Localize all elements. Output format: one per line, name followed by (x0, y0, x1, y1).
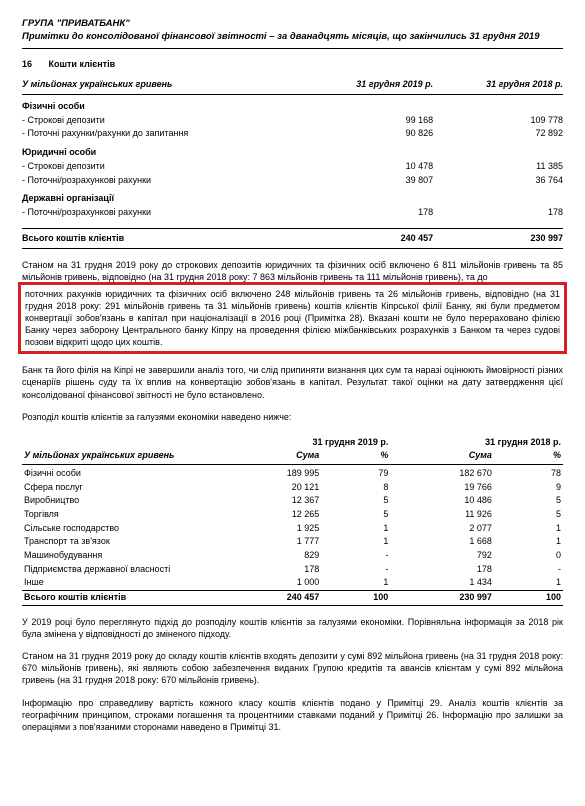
para-5: Станом на 31 грудня 2019 року до складу … (22, 650, 563, 686)
table-row: Фізичні особи189 99579182 67078 (22, 465, 563, 481)
table-row: Сфера послуг20 121819 7669 (22, 481, 563, 495)
doc-header-subtitle: Примітки до консолідованої фінансової зв… (22, 31, 563, 48)
t2-sum2: Сума (390, 449, 494, 464)
t1-g1: Фізичні особи (22, 95, 303, 114)
para-1a: Станом на 31 грудня 2019 року до строков… (22, 259, 563, 283)
para-4: У 2019 році було переглянуто підхід до р… (22, 616, 563, 640)
t1-g3: Державні організації (22, 187, 303, 206)
t2-pct2: % (494, 449, 563, 464)
t1-unit: У мільйонах українських гривень (22, 76, 303, 94)
table-row: Сільське господарство1 92512 0771 (22, 522, 563, 536)
para-2: Банк та його філія на Кіпрі не завершили… (22, 364, 563, 400)
table-row: Транспорт та зв'язок1 77711 6681 (22, 535, 563, 549)
table-row: Підприємства державної власності178-178- (22, 563, 563, 577)
table-row: - Поточні/розрахункові рахунки 39 807 36… (22, 174, 563, 188)
para-3: Розподіл коштів клієнтів за галузями еко… (22, 411, 563, 423)
section-title: Кошти клієнтів (49, 59, 116, 69)
highlight-box: поточних рахунків юридичних та фізичних … (18, 282, 567, 355)
doc-header-group: ГРУПА "ПРИВАТБАНК" (22, 18, 563, 30)
table-row: - Строкові депозити 10 478 11 385 (22, 160, 563, 174)
t2-h-2019: 31 грудня 2019 р. (218, 433, 391, 450)
table-row: - Строкові депозити 99 168 109 778 (22, 114, 563, 128)
t1-g2: Юридичні особи (22, 141, 303, 160)
table-row: Виробництво12 367510 4865 (22, 494, 563, 508)
section-heading: 16 Кошти клієнтів (22, 59, 563, 71)
t1-col-2019: 31 грудня 2019 р. (303, 76, 433, 94)
section-number: 16 (22, 59, 46, 71)
table-row: Машинобудування829-7920 (22, 549, 563, 563)
table-row: - Поточні рахунки/рахунки до запитання 9… (22, 127, 563, 141)
t2-pct1: % (321, 449, 390, 464)
t1-col-2018: 31 грудня 2018 р. (433, 76, 563, 94)
table-row: Інше1 00011 4341 (22, 576, 563, 590)
table-row: - Поточні/розрахункові рахунки 178 178 (22, 206, 563, 220)
t2-sum1: Сума (218, 449, 322, 464)
t2-unit: У мільйонах українських гривень (22, 449, 218, 464)
t2-h-2018: 31 грудня 2018 р. (390, 433, 563, 450)
t2-total: Всього коштів клієнтів 240 457 100 230 9… (22, 591, 563, 606)
t1-total: Всього коштів клієнтів 240 457 230 997 (22, 228, 563, 249)
table-row: Торгівля12 265511 9265 (22, 508, 563, 522)
table-client-funds: У мільйонах українських гривень 31 грудн… (22, 76, 563, 249)
table-by-industry: 31 грудня 2019 р. 31 грудня 2018 р. У мі… (22, 433, 563, 606)
para-6: Інформацію про справедливу вартість кожн… (22, 697, 563, 733)
